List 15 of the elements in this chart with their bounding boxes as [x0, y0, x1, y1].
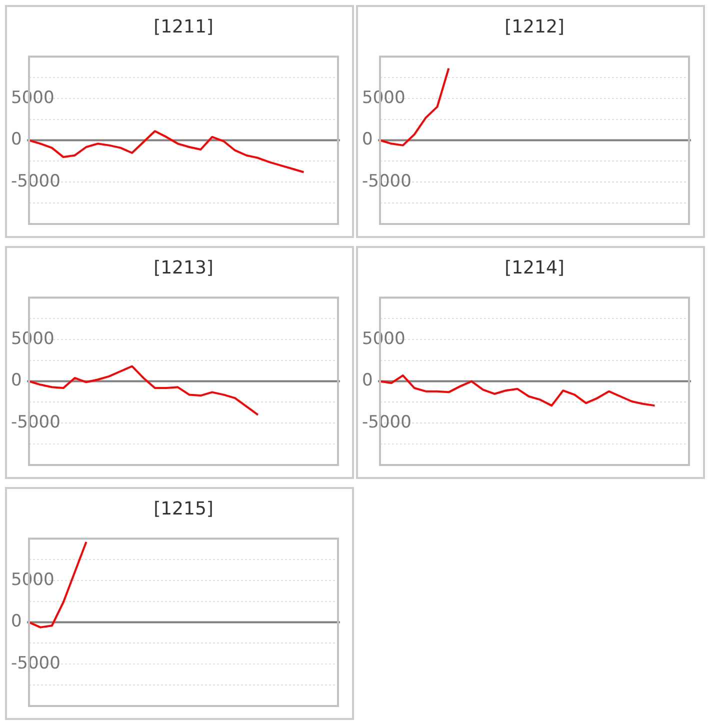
y-tick-label: 0: [11, 370, 22, 391]
y-tick-label: 0: [11, 130, 22, 150]
y-tick-label: -5000: [362, 412, 412, 433]
chart-title: [1211]: [154, 16, 214, 38]
y-tick-label: 0: [362, 130, 373, 150]
y-tick-label: -5000: [11, 172, 60, 192]
chart-title: [1215]: [154, 498, 214, 520]
y-tick-label: 0: [362, 370, 373, 391]
y-tick-label: -5000: [362, 172, 412, 192]
y-tick-label: 0: [11, 612, 22, 632]
y-tick-label: -5000: [11, 412, 60, 433]
chart-title: [1214]: [504, 257, 564, 278]
chart-title: [1212]: [504, 16, 564, 38]
y-tick-label: -5000: [11, 654, 60, 674]
chart-title: [1213]: [154, 257, 214, 278]
